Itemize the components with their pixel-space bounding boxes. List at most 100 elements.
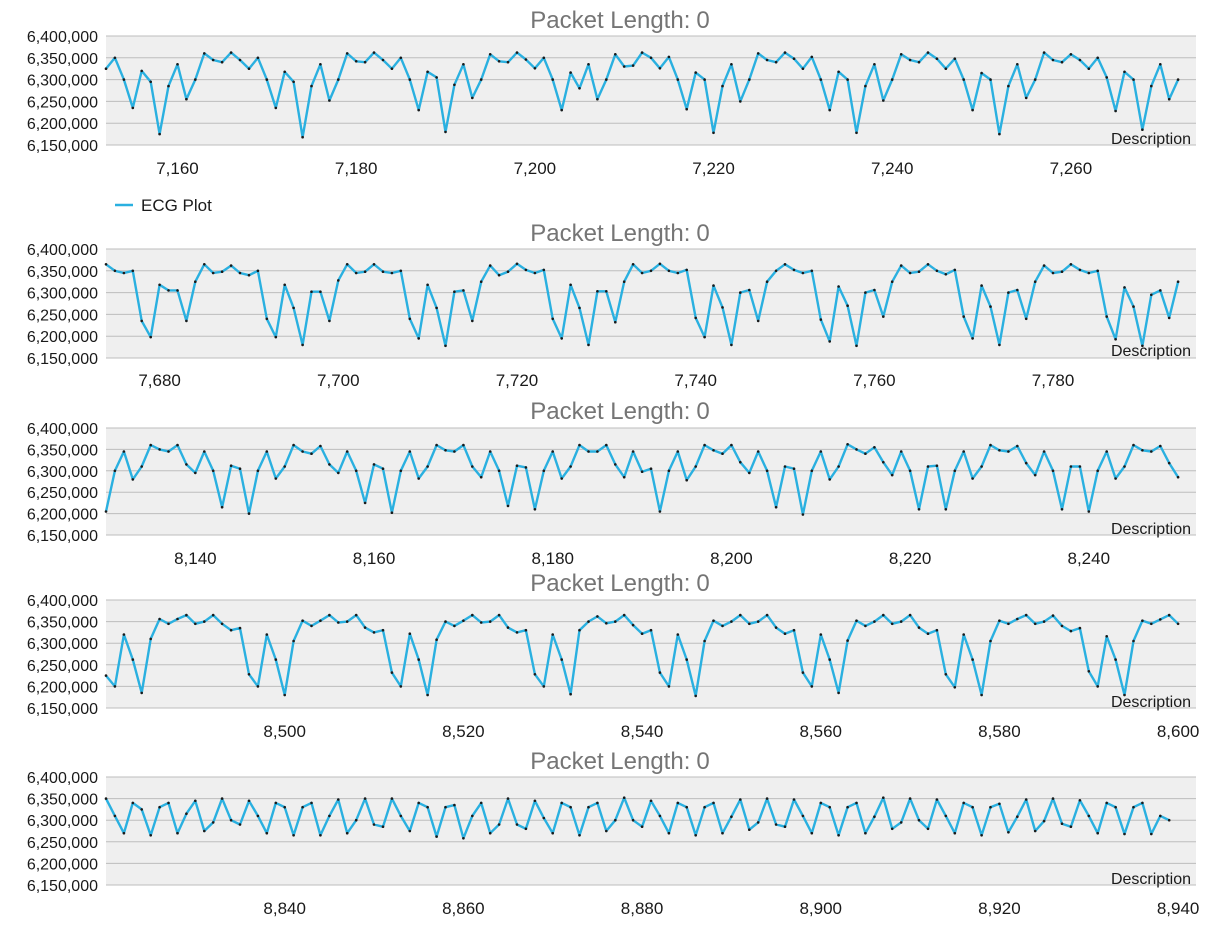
data-point: [587, 620, 590, 623]
data-point: [962, 78, 965, 81]
data-point: [721, 831, 724, 835]
data-point: [1132, 78, 1135, 81]
data-point: [899, 450, 903, 453]
data-point: [1132, 305, 1135, 308]
data-point: [614, 320, 617, 324]
data-point: [1033, 473, 1037, 477]
data-point: [971, 658, 974, 661]
data-point: [721, 452, 724, 456]
data-point: [1141, 801, 1144, 805]
data-point: [203, 52, 206, 55]
data-point: [1105, 76, 1108, 79]
data-point: [542, 268, 546, 272]
data-point: [292, 306, 295, 310]
data-point: [640, 51, 644, 54]
data-point: [712, 131, 715, 135]
data-point: [256, 269, 260, 273]
data-point: [953, 831, 957, 835]
data-point: [211, 821, 215, 824]
data-point: [1051, 469, 1055, 473]
data-point: [926, 465, 930, 468]
data-point: [337, 78, 340, 81]
data-point: [587, 63, 590, 66]
data-point: [203, 829, 206, 833]
data-point: [390, 271, 394, 275]
x-tick-label: 8,560: [799, 722, 842, 741]
data-point: [229, 818, 233, 822]
data-point: [837, 691, 840, 695]
data-point: [935, 57, 939, 60]
data-point: [676, 271, 680, 275]
data-point: [810, 269, 814, 273]
data-point: [640, 470, 644, 474]
data-point: [194, 471, 197, 475]
chart-description: Description: [1111, 343, 1191, 360]
data-point: [1060, 60, 1064, 64]
data-point: [1078, 465, 1082, 468]
y-tick-label: 6,250,000: [27, 94, 98, 111]
data-point: [899, 53, 903, 56]
data-point: [1176, 78, 1180, 81]
data-point: [551, 78, 554, 81]
data-point: [1007, 622, 1010, 626]
chart-description: Description: [1111, 521, 1191, 538]
data-point: [506, 60, 510, 64]
data-point: [301, 619, 304, 622]
data-point: [274, 658, 278, 661]
data-point: [256, 814, 260, 818]
data-point: [587, 343, 590, 347]
data-point: [551, 831, 554, 835]
data-point: [256, 685, 260, 688]
data-point: [1123, 693, 1126, 697]
chart-description: Description: [1111, 871, 1191, 888]
data-point: [238, 271, 242, 275]
y-tick-label: 6,150,000: [27, 528, 98, 545]
data-point: [971, 805, 974, 809]
chart-panels: 6,150,000 6,200,000 6,250,000 6,300,000 6,35…: [27, 7, 1200, 918]
data-point: [694, 465, 697, 468]
data-point: [238, 823, 242, 826]
data-point: [113, 269, 117, 273]
data-point: [721, 84, 724, 88]
title-value: 0: [696, 748, 709, 775]
data-point: [211, 613, 215, 617]
data-point: [435, 443, 438, 447]
data-point: [730, 343, 733, 347]
data-point: [944, 273, 948, 276]
series-line: [104, 796, 1170, 840]
data-point: [122, 831, 126, 835]
data-point: [756, 319, 760, 323]
data-point: [855, 801, 858, 805]
data-point: [381, 270, 385, 274]
data-point: [140, 319, 143, 323]
data-point: [435, 306, 438, 310]
data-point: [765, 280, 769, 284]
data-point: [488, 53, 492, 56]
data-point: [721, 624, 724, 628]
y-tick-label: 6,400,000: [27, 29, 98, 46]
title-value: 0: [696, 570, 709, 597]
chart-title: Packet Length: 0: [530, 748, 709, 775]
plot-area: [106, 249, 1196, 358]
data-point: [667, 831, 671, 835]
data-point: [989, 443, 992, 447]
data-point: [220, 797, 224, 800]
data-point: [1078, 799, 1082, 802]
data-point: [944, 508, 948, 511]
data-point: [1132, 639, 1135, 643]
data-point: [971, 477, 974, 480]
x-tick-label: 8,200: [710, 549, 753, 568]
data-point: [345, 620, 349, 623]
legend[interactable]: ECG Plot: [115, 196, 212, 215]
data-point: [596, 801, 599, 805]
data-point: [247, 67, 251, 70]
data-point: [256, 469, 260, 473]
data-point: [882, 613, 885, 617]
x-tick-label: 8,500: [263, 722, 306, 741]
data-point: [560, 108, 563, 112]
x-tick-label: 7,760: [853, 371, 896, 390]
data-point: [345, 831, 349, 835]
x-tick-label: 8,520: [442, 722, 485, 741]
data-point: [1176, 475, 1180, 479]
y-tick-label: 6,300,000: [27, 73, 98, 90]
